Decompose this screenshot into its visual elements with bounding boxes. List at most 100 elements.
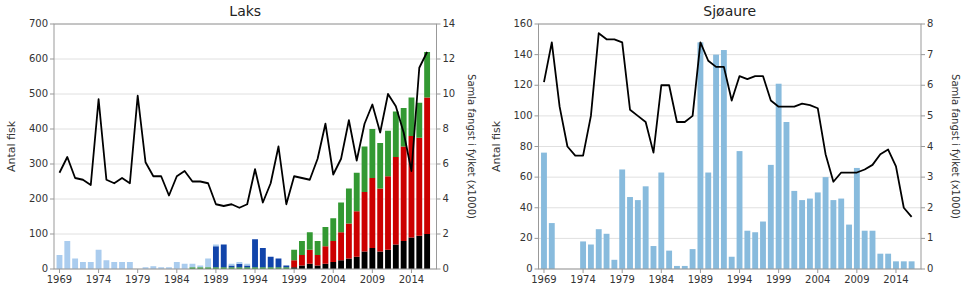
tick: [739, 269, 740, 273]
tick: [895, 269, 896, 273]
y-axis: 0100200300400500600700: [29, 18, 54, 274]
tick-label: 5: [927, 110, 933, 121]
bar: [369, 178, 375, 248]
bar: [799, 200, 805, 269]
bar: [424, 98, 430, 235]
bar: [127, 262, 133, 269]
tick-label: 2009: [844, 274, 869, 285]
bar: [354, 257, 360, 269]
bar: [80, 262, 86, 269]
bar: [283, 265, 289, 266]
bar: [385, 130, 391, 131]
bar: [299, 255, 305, 266]
tick-label: 2014: [883, 274, 908, 285]
tick: [817, 269, 818, 273]
tick-label: 2009: [360, 274, 385, 285]
bar-series: [190, 52, 431, 269]
tick-label: 400: [29, 123, 48, 134]
tick: [535, 207, 539, 208]
tick: [921, 269, 925, 270]
tick: [661, 269, 662, 273]
plot-marks: [541, 33, 915, 269]
bar: [236, 262, 242, 264]
tick: [535, 115, 539, 116]
tick: [535, 238, 539, 239]
bar: [721, 50, 727, 269]
tick-label: 1969: [47, 274, 72, 285]
tick-label: 8: [443, 123, 449, 134]
bar: [424, 234, 430, 269]
bar: [362, 147, 368, 193]
bar: [658, 173, 664, 269]
bar: [377, 252, 383, 270]
bar: [885, 254, 891, 269]
bar: [409, 98, 415, 137]
tick-label: 100: [513, 110, 532, 121]
tick: [437, 164, 441, 165]
bar: [362, 252, 368, 270]
grid-line: [539, 207, 922, 208]
bar: [369, 129, 375, 178]
bar: [315, 255, 321, 266]
bar: [346, 224, 352, 259]
bar: [393, 245, 399, 270]
plot-frame: [539, 24, 922, 269]
bar: [354, 173, 360, 212]
bar: [729, 257, 735, 269]
tick: [59, 269, 60, 273]
bar: [291, 249, 297, 250]
bar: [299, 241, 305, 242]
tick: [535, 54, 539, 55]
panel: 0204060801001201401600123456781969197419…: [490, 3, 962, 285]
bar: [409, 97, 415, 98]
tick-label: 4: [443, 193, 449, 204]
bar: [385, 176, 391, 250]
tick-label: 100: [29, 228, 48, 239]
tick: [583, 269, 584, 273]
bar: [424, 52, 430, 98]
chart-canvas: 0100200300400500600700024681012141969197…: [0, 0, 969, 293]
bar: [401, 241, 407, 269]
plot-frame: [54, 24, 437, 269]
tick-label: 120: [513, 79, 532, 90]
bar: [307, 232, 313, 233]
tick: [700, 269, 701, 273]
bar: [393, 157, 399, 245]
bar: [760, 222, 766, 269]
tick-label: 40: [520, 202, 533, 213]
bar: [268, 256, 274, 257]
bar: [705, 173, 711, 269]
bar: [229, 266, 235, 268]
tick-label: 60: [520, 171, 533, 182]
bar: [307, 232, 313, 233]
tick-label: 1984: [164, 274, 189, 285]
bar: [697, 42, 703, 269]
tick: [622, 269, 623, 273]
bar: [877, 254, 883, 269]
tick: [921, 146, 925, 147]
bar: [205, 259, 211, 268]
tick-label: 600: [29, 53, 48, 64]
bar: [362, 146, 368, 147]
bar: [244, 266, 250, 268]
bar: [72, 259, 78, 270]
bar-series: [541, 42, 915, 269]
bar: [213, 246, 219, 267]
bar: [322, 227, 328, 228]
tick: [437, 129, 441, 130]
bar: [401, 147, 407, 242]
tick: [411, 269, 412, 273]
bar: [377, 143, 383, 144]
tick: [255, 269, 256, 273]
tick-label: 4: [927, 141, 933, 152]
bar: [369, 248, 375, 269]
tick: [50, 59, 54, 60]
tick-label: 8: [927, 18, 933, 29]
bar: [901, 261, 907, 269]
bar: [643, 186, 649, 269]
bar: [385, 131, 391, 177]
panel: 0100200300400500600700024681012141969197…: [5, 3, 477, 285]
bar: [197, 266, 203, 268]
bar: [260, 248, 266, 249]
bar: [369, 129, 375, 130]
